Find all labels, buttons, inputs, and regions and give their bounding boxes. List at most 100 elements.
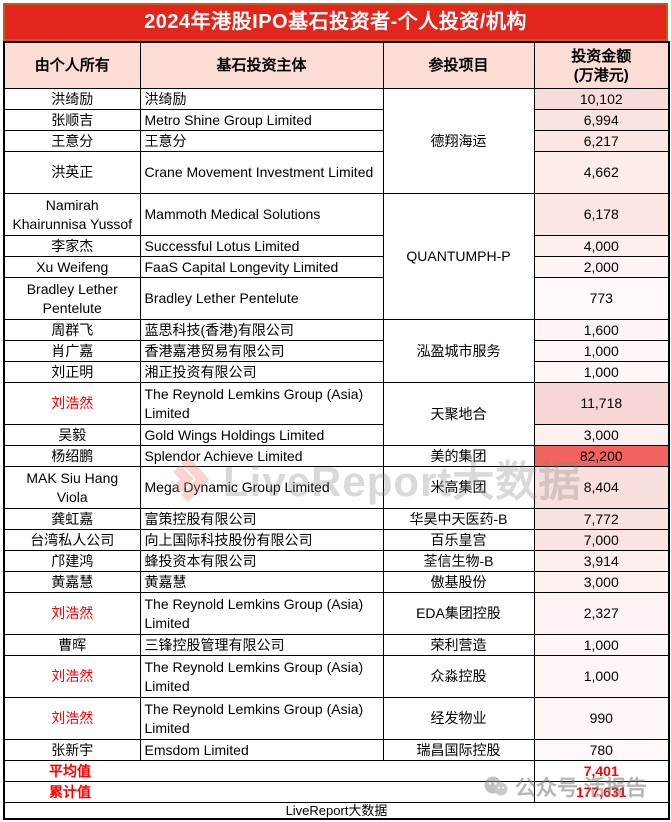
- owner-cell: 刘浩然: [3, 697, 141, 740]
- table-row: 洪英正 Crane Movement Investment Limited 4,66…: [3, 151, 670, 194]
- owner-cell: 台湾私人公司: [3, 529, 141, 551]
- table-row: 吴毅 Gold Wings Holdings Limited 3,000: [3, 424, 670, 446]
- table-row: 黄嘉慧 黄嘉慧 傲基股份 3,000: [3, 571, 670, 593]
- amount-cell: 1,000: [533, 340, 670, 362]
- entity-cell: 香港嘉港贸易有限公司: [139, 340, 384, 362]
- owner-cell: Namirah Khairunnisa Yussof: [3, 193, 141, 236]
- owner-cell: 刘浩然: [3, 592, 141, 635]
- amount-cell: 2,327: [533, 592, 670, 635]
- amount-cell: 6,994: [533, 109, 670, 131]
- project-cell: 天聚地合: [382, 382, 535, 446]
- project-cell: 荣利营造: [382, 634, 535, 656]
- amount-cell: 6,178: [533, 193, 670, 236]
- amount-cell: 11,718: [533, 382, 670, 425]
- table-row: 王意分 王意分 6,217: [3, 130, 670, 152]
- table-row: Bradley Lether Pentelute Bradley Lether P…: [3, 277, 670, 320]
- col-header-amount-line2: (万港元): [573, 66, 629, 84]
- entity-cell: 三锋控股管理有限公司: [139, 634, 384, 656]
- entity-cell: Successful Lotus Limited: [139, 235, 384, 257]
- entity-cell: The Reynold Lemkins Group (Asia) Limited: [139, 697, 384, 740]
- project-cell: 美的集团: [382, 445, 535, 467]
- project-cell: EDA集团控股: [382, 592, 535, 635]
- summary-amount-cell: 177,631: [533, 781, 670, 803]
- table-row: 李家杰 Successful Lotus Limited 4,000: [3, 235, 670, 257]
- owner-cell: 李家杰: [3, 235, 141, 257]
- owner-cell: 肖广嘉: [3, 340, 141, 362]
- table-row: 张新宇 Emsdom Limited 瑞昌国际控股 780: [3, 739, 670, 761]
- table-body: 洪绮励 洪绮励 德翔海运 10,102 张顺吉 Metro Shine Group Lim…: [3, 88, 670, 820]
- entity-cell: 黄嘉慧: [139, 571, 384, 593]
- entity-cell: FaaS Capital Longevity Limited: [139, 256, 384, 278]
- entity-cell: 蓝思科技(香港)有限公司: [139, 319, 384, 341]
- project-cell: 荃信生物-B: [382, 550, 535, 572]
- table-row: 张顺吉 Metro Shine Group Limited 6,994: [3, 109, 670, 131]
- entity-cell: Bradley Lether Pentelute: [139, 277, 384, 320]
- project-cell: 瑞昌国际控股: [382, 739, 535, 761]
- table-row: 刘浩然 The Reynold Lemkins Group (Asia) Limi…: [3, 697, 670, 740]
- entity-cell: 蜂投资本有限公司: [139, 550, 384, 572]
- amount-cell: 1,000: [533, 361, 670, 383]
- project-cell: 经发物业: [382, 697, 535, 740]
- project-cell: QUANTUMPH-P: [382, 193, 535, 320]
- owner-cell: 刘浩然: [3, 655, 141, 698]
- amount-cell: 3,914: [533, 550, 670, 572]
- table-row: 台湾私人公司 向上国际科技股份有限公司 百乐皇宫 7,000: [3, 529, 670, 551]
- col-header-amount-line1: 投资金额: [571, 47, 632, 65]
- project-cell: 德翔海运: [382, 88, 535, 194]
- owner-cell: Bradley Lether Pentelute: [3, 277, 141, 320]
- table-row: 邝建鸿 蜂投资本有限公司 荃信生物-B 3,914: [3, 550, 670, 572]
- entity-cell: Mammoth Medical Solutions: [139, 193, 384, 236]
- owner-cell: 张新宇: [3, 739, 141, 761]
- owner-cell: 刘浩然: [3, 382, 141, 425]
- table-row: Xu Weifeng FaaS Capital Longevity Limited…: [3, 256, 670, 278]
- summary-row: 累计值 177,631: [3, 781, 670, 803]
- owner-cell: 周群飞: [3, 319, 141, 341]
- project-cell: 众淼控股: [382, 655, 535, 698]
- summary-amount-cell: 7,401: [533, 760, 670, 782]
- entity-cell: Gold Wings Holdings Limited: [139, 424, 384, 446]
- table-row: 龚虹嘉 富策控股有限公司 华昊中天医药-B 7,772: [3, 508, 670, 530]
- page-title: 2024年港股IPO基石投资者-个人投资/机构: [3, 3, 668, 41]
- owner-cell: 吴毅: [3, 424, 141, 446]
- owner-cell: 黄嘉慧: [3, 571, 141, 593]
- table-row: 刘浩然 The Reynold Lemkins Group (Asia) Limi…: [3, 655, 670, 698]
- summary-label-cell: 平均值: [3, 760, 535, 782]
- owner-cell: 洪英正: [3, 151, 141, 194]
- amount-cell: 3,000: [533, 571, 670, 593]
- col-header-owner: 由个人所有: [3, 41, 141, 89]
- entity-cell: Emsdom Limited: [139, 739, 384, 761]
- amount-cell: 8,404: [533, 466, 670, 509]
- amount-cell: 82,200: [533, 445, 670, 467]
- amount-cell: 1,000: [533, 655, 670, 698]
- table-row: 刘浩然 The Reynold Lemkins Group (Asia) Limi…: [3, 592, 670, 635]
- owner-cell: 洪绮励: [3, 88, 141, 110]
- table-row: 杨绍鹏 Splendor Achieve Limited 美的集团 82,200: [3, 445, 670, 467]
- table-header: 由个人所有 基石投资主体 参投项目 投资金额 (万港元): [3, 41, 670, 89]
- entity-cell: Splendor Achieve Limited: [139, 445, 384, 467]
- table-row: 刘浩然 The Reynold Lemkins Group (Asia) Limi…: [3, 382, 670, 446]
- owner-cell: 曹晖: [3, 634, 141, 656]
- table-row: 周群飞 蓝思科技(香港)有限公司 泓盈城市服务 1,600: [3, 319, 670, 383]
- footer-row: LiveReport大数据: [3, 802, 670, 820]
- entity-cell: The Reynold Lemkins Group (Asia) Limited: [139, 592, 384, 635]
- table-footer-text: LiveReport大数据: [3, 802, 670, 820]
- amount-cell: 2,000: [533, 256, 670, 278]
- amount-cell: 773: [533, 277, 670, 320]
- owner-cell: 张顺吉: [3, 109, 141, 131]
- table-row: 肖广嘉 香港嘉港贸易有限公司 1,000: [3, 340, 670, 362]
- entity-cell: Metro Shine Group Limited: [139, 109, 384, 131]
- owner-cell: 邝建鸿: [3, 550, 141, 572]
- owner-cell: 刘正明: [3, 361, 141, 383]
- owner-cell: MAK Siu Hang Viola: [3, 466, 141, 509]
- project-cell: 泓盈城市服务: [382, 319, 535, 383]
- table-row: MAK Siu Hang Viola Mega Dynamic Group Lim…: [3, 466, 670, 509]
- owner-cell: 王意分: [3, 130, 141, 152]
- amount-cell: 3,000: [533, 424, 670, 446]
- table-row: 曹晖 三锋控股管理有限公司 荣利营造 1,000: [3, 634, 670, 656]
- amount-cell: 780: [533, 739, 670, 761]
- table-row: 洪绮励 洪绮励 德翔海运 10,102: [3, 88, 670, 194]
- col-header-amount: 投资金额 (万港元): [533, 41, 670, 89]
- entity-cell: 向上国际科技股份有限公司: [139, 529, 384, 551]
- amount-cell: 1,000: [533, 634, 670, 656]
